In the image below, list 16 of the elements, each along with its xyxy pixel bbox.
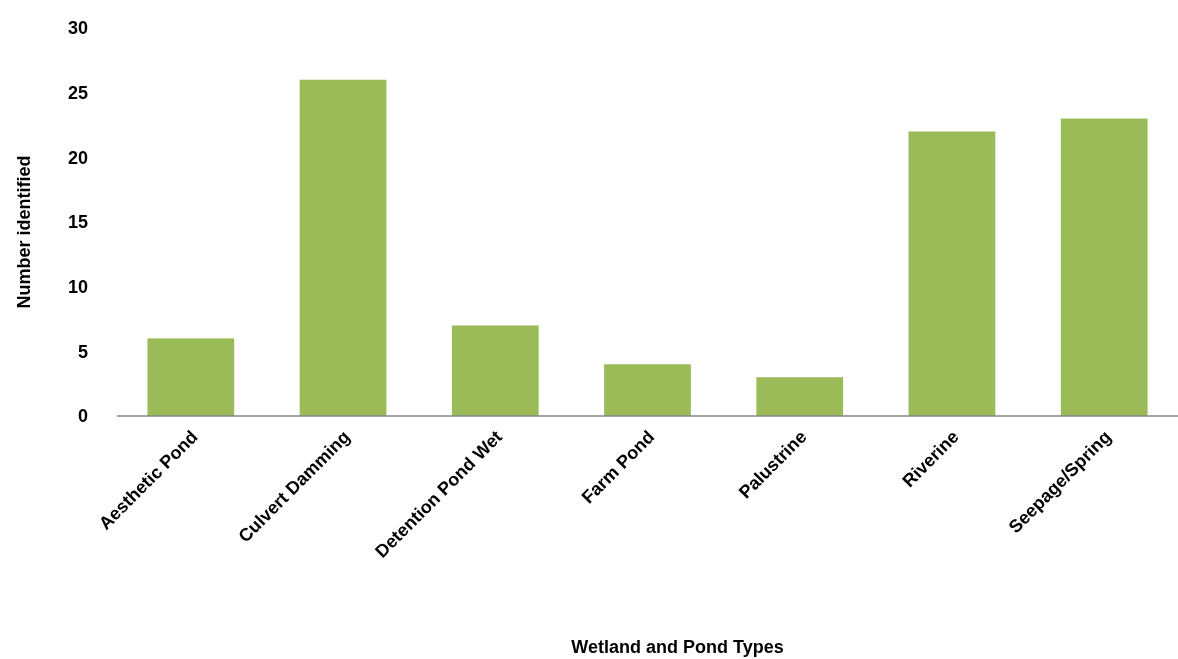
bar bbox=[147, 338, 235, 416]
bar bbox=[908, 131, 996, 416]
y-tick-label: 20 bbox=[67, 147, 88, 168]
y-tick-label: 5 bbox=[77, 341, 88, 362]
bar bbox=[299, 79, 387, 416]
y-tick-label: 25 bbox=[67, 82, 88, 103]
y-tick-label: 10 bbox=[67, 276, 88, 297]
bar bbox=[756, 377, 844, 416]
y-tick-label: 0 bbox=[77, 406, 88, 427]
y-axis-title: Number identified bbox=[14, 155, 34, 309]
x-axis-title: Wetland and Pond Types bbox=[571, 637, 784, 657]
y-tick-label: 15 bbox=[67, 212, 88, 233]
bar bbox=[604, 364, 691, 416]
y-tick-label: 30 bbox=[67, 18, 88, 39]
bar bbox=[451, 325, 539, 416]
bar bbox=[1060, 118, 1148, 416]
